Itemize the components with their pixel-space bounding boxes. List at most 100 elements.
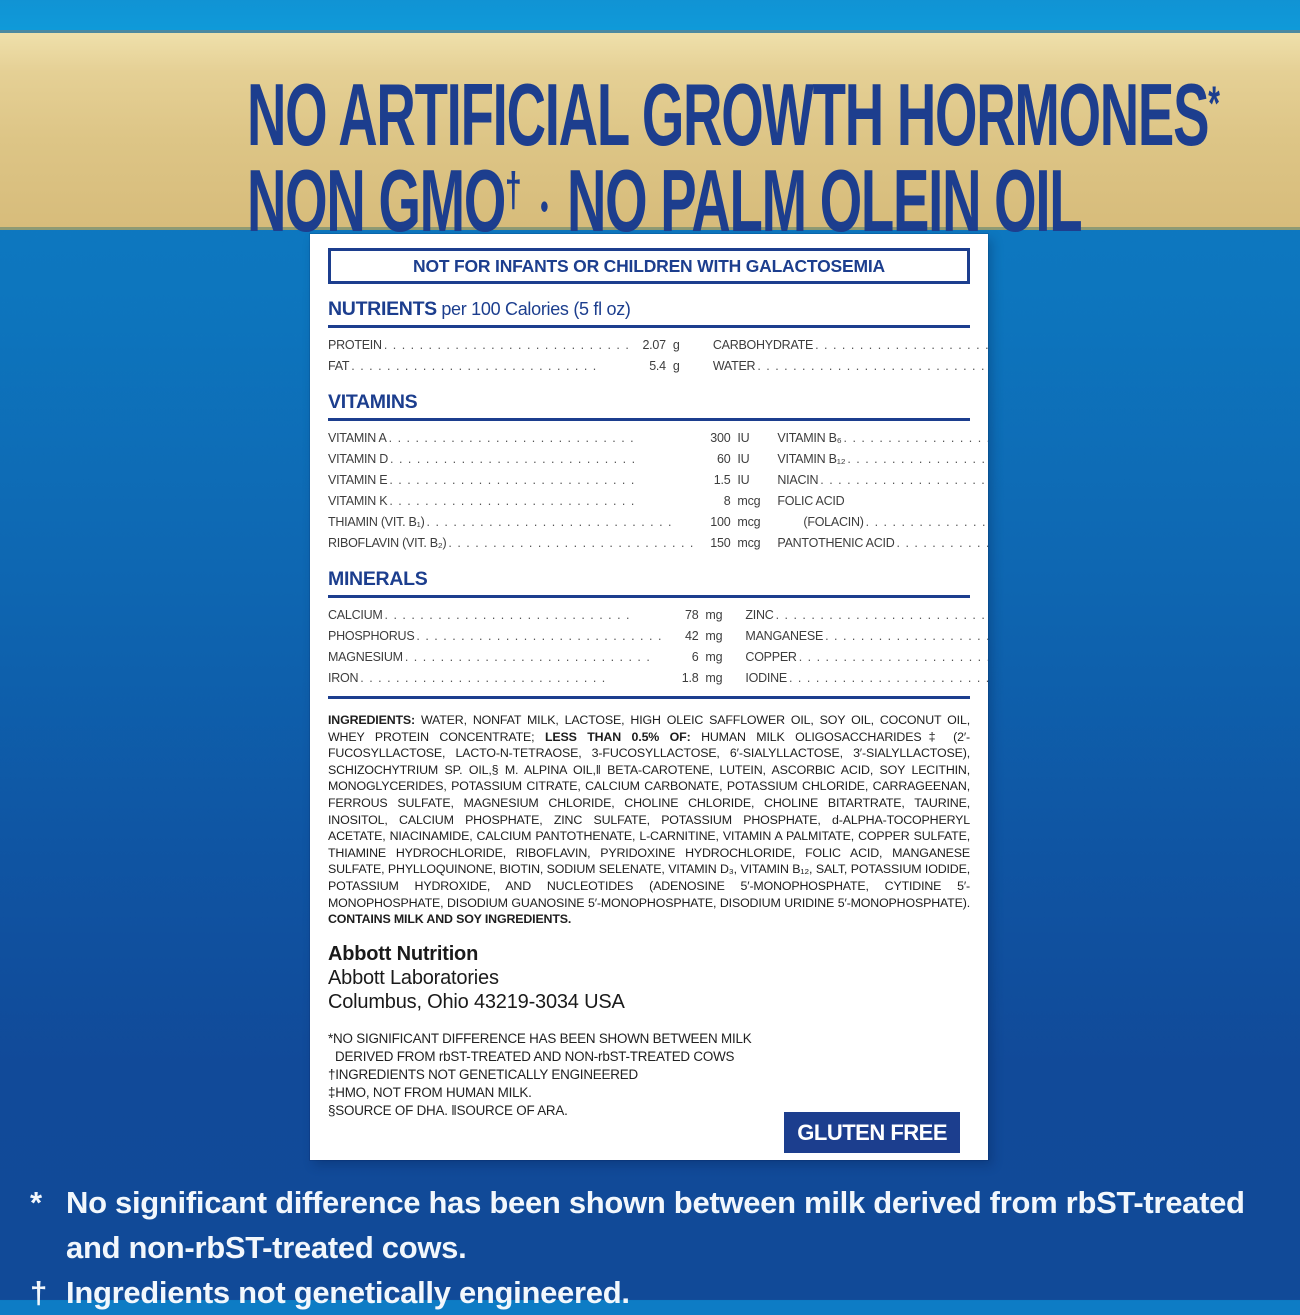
nutrient-value: 1.8 [681, 671, 699, 685]
minerals-table: CALCIUM78mgPHOSPHORUS42mgMAGNESIUM6mgIRO… [328, 605, 970, 689]
dotted-leader [895, 533, 989, 554]
note-line: and non-rbST-treated cows. [66, 1230, 467, 1265]
banner-headline-line2: NON GMO† • NO PALM OLEIN OIL [247, 157, 1083, 255]
minerals-bottom-rule [328, 696, 970, 699]
nutrient-unit: IU [737, 473, 750, 487]
dotted-leader [388, 449, 696, 470]
nutrient-row: COPPER90mcg [745, 647, 988, 668]
dotted-leader [787, 668, 988, 689]
nutrient-unit: g [672, 359, 680, 373]
note-marker: † [30, 1275, 47, 1310]
nutrient-name: RIBOFLAVIN (VIT. B₂) [328, 536, 447, 550]
nutrient-name: CALCIUM [328, 608, 383, 622]
footnote-line: §SOURCE OF DHA. ‖SOURCE OF ARA. [328, 1102, 568, 1118]
dotted-leader [403, 647, 665, 668]
vitamins-rule [328, 418, 970, 421]
nutrient-unit: IU [737, 452, 750, 466]
nutrients-title: NUTRIENTS [328, 298, 437, 320]
nutrient-value: 300 [710, 431, 731, 445]
minerals-rule [328, 595, 970, 598]
nutrient-value: 6 [691, 650, 699, 664]
nutrients-heading: NUTRIENTS per 100 Calories (5 fl oz) [328, 297, 970, 323]
dagger-mark: † [505, 162, 522, 217]
minerals-heading: MINERALS [328, 567, 970, 593]
nutrient-unit: g [672, 338, 680, 352]
nutrient-value: 78 [685, 608, 699, 622]
footnote-line: ‡HMO, NOT FROM HUMAN MILK. [328, 1084, 532, 1100]
table-column: CALCIUM78mgPHOSPHORUS42mgMAGNESIUM6mgIRO… [328, 605, 732, 689]
nutrient-row: PROTEIN 2.07 g [328, 335, 700, 356]
banner-line2-left: NON GMO [247, 151, 506, 250]
nutrient-value: 5.4 [649, 359, 666, 373]
banner-line1-text: NO ARTIFICIAL GROWTH HORMONES [247, 65, 1209, 164]
nutrient-row: VITAMIN E 1.5 IU [328, 470, 764, 491]
dotted-leader [864, 512, 988, 533]
nutrient-row: ZINC0.75mg [745, 605, 988, 626]
top-blue-strip [0, 0, 1300, 33]
table-column: VITAMIN B₆60mcgVITAMIN B₁₂0.25mcgNIACIN1… [777, 428, 988, 554]
nutrient-value: 1.5 [713, 473, 731, 487]
dotted-leader [813, 335, 988, 356]
ingredients-segment: CONTAINS MILK AND SOY INGREDIENTS. [328, 912, 572, 927]
vitamins-title: VITAMINS [328, 391, 418, 413]
nutrient-value: 150 [710, 536, 731, 550]
nutrient-row: MANGANESE5mcg [745, 626, 988, 647]
nutrient-row: VITAMIN K 8 mcg [328, 491, 764, 512]
manufacturer-block: Abbott Nutrition Abbott Laboratories Col… [328, 942, 970, 1014]
dotted-leader [382, 335, 632, 356]
nutrient-value: 2.07 [642, 338, 666, 352]
nutrient-row: CARBOHYDRATE11g [713, 335, 988, 356]
nutrient-row: THIAMIN (VIT. B₁) 100 mcg [328, 512, 764, 533]
table-column: VITAMIN A 300 IU VITAMIN D 60 IU VITAMIN E 1.5 I… [328, 428, 764, 554]
manufacturer-company: Abbott Laboratories [328, 966, 499, 989]
banner-line2-right: NO PALM OLEIN OIL [566, 151, 1083, 250]
nutrient-name: PHOSPHORUS [328, 629, 415, 643]
nutrient-name: THIAMIN (VIT. B₁) [328, 515, 425, 529]
nutrient-name: CARBOHYDRATE [712, 338, 814, 352]
nutrient-name: MANGANESE [745, 629, 824, 643]
ingredients-segment: INGREDIENTS: [328, 713, 421, 727]
note-line: No significant difference has been shown… [66, 1185, 1245, 1220]
nutrient-name: VITAMIN A [328, 431, 387, 445]
nutrient-row: VITAMIN D 60 IU [328, 449, 764, 470]
nutrient-row: MAGNESIUM 6 mg [328, 647, 732, 668]
dotted-leader [823, 626, 988, 647]
dotted-leader [425, 512, 697, 533]
dotted-leader [387, 491, 696, 512]
nutrient-row: PHOSPHORUS 42 mg [328, 626, 732, 647]
dotted-leader [774, 605, 988, 626]
nutrient-row: (FOLACIN)15mcg [777, 512, 988, 533]
nutrient-row: CALCIUM 78 mg [328, 605, 732, 626]
ingredients-segment: HUMAN MILK OLIGOSACCHARIDES‡ (2′-FUCOSYL… [328, 729, 970, 910]
nutrient-name: VITAMIN K [328, 494, 388, 508]
nutrient-name: MAGNESIUM [328, 650, 403, 664]
note-line: Ingredients not genetically engineered. [66, 1275, 630, 1310]
disclaimer-note: * No significant difference has been show… [30, 1180, 1292, 1270]
manufacturer-address: Columbus, Ohio 43219-3034 USA [328, 990, 625, 1013]
footnotes-block: *NO SIGNIFICANT DIFFERENCE HAS BEEN SHOW… [328, 1030, 970, 1120]
nutrient-row: FOLIC ACID [777, 491, 988, 512]
nutrient-name: COPPER [745, 650, 797, 664]
nutrient-unit: mcg [737, 494, 761, 508]
nutrient-name: VITAMIN B₁₂ [777, 452, 846, 466]
dotted-leader [387, 428, 697, 449]
nutrient-name: (FOLACIN) [803, 515, 864, 529]
note-text: No significant difference has been shown… [66, 1180, 1292, 1270]
nutrient-name: VITAMIN B₆ [777, 431, 842, 445]
table-column: CARBOHYDRATE11gWATER133g [713, 335, 988, 377]
table-column: ZINC0.75mgMANGANESE5mcgCOPPER90mcgIODINE… [745, 605, 988, 689]
ingredients-paragraph: INGREDIENTS: WATER, NONFAT MILK, LACTOSE… [328, 712, 970, 928]
ingredients-segment: WATER, NONFAT MILK, LACTOSE, HIGH OLEIC … [328, 713, 970, 744]
footnote-line: *NO SIGNIFICANT DIFFERENCE HAS BEEN SHOW… [328, 1030, 752, 1046]
minerals-title: MINERALS [328, 568, 428, 590]
dotted-leader [818, 470, 988, 491]
note-marker: * [30, 1185, 42, 1220]
nutrient-unit: mg [705, 671, 723, 685]
nutrient-value: 42 [685, 629, 699, 643]
nutrient-unit: mcg [737, 515, 761, 529]
vitamins-table: VITAMIN A 300 IU VITAMIN D 60 IU VITAMIN E 1.5 I… [328, 428, 970, 554]
banner-headline-line1: NO ARTIFICIAL GROWTH HORMONES* [247, 71, 1220, 169]
nutrient-row: FAT 5.4 g [328, 356, 700, 377]
nutrient-name: WATER [712, 359, 756, 373]
nutrient-row: VITAMIN B₁₂0.25mcg [777, 449, 988, 470]
